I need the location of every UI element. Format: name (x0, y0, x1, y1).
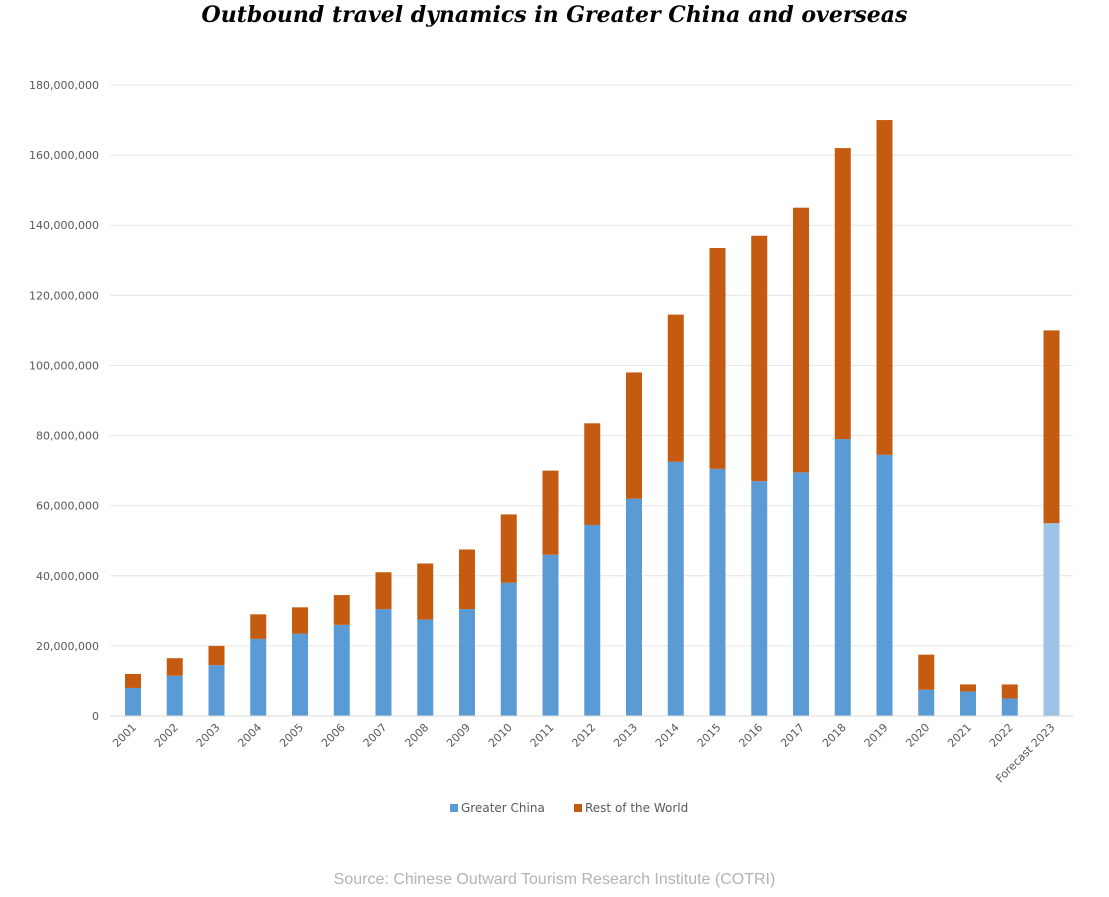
y-tick-label: 0 (92, 710, 99, 723)
bar-rest-of-the-world (166, 658, 183, 676)
y-tick-label: 180,000,000 (29, 79, 99, 92)
x-tick-label: 2007 (361, 721, 390, 750)
bar-rest-of-the-world (918, 654, 935, 690)
bar-greater-china (250, 638, 267, 716)
y-tick-label: 20,000,000 (36, 640, 99, 653)
x-tick-label: 2016 (736, 721, 765, 750)
x-tick-label: 2013 (611, 721, 640, 750)
bar-rest-of-the-world (459, 549, 475, 610)
legend: Greater China Rest of the World (450, 801, 688, 815)
bar-rest-of-the-world (876, 120, 893, 455)
bar-greater-china (918, 689, 935, 716)
bar-greater-china (709, 468, 726, 716)
y-tick-label: 140,000,000 (29, 219, 99, 232)
bar-rest-of-the-world (417, 563, 434, 620)
x-tick-label: 2022 (987, 721, 1016, 750)
bar-greater-china (584, 524, 601, 716)
x-tick-label: 2005 (277, 721, 306, 750)
source-note: Source: Chinese Outward Tourism Research… (333, 871, 776, 888)
x-tick-label: 2010 (486, 721, 515, 750)
y-tick-label: 40,000,000 (36, 570, 99, 583)
x-tick-label: 2006 (319, 721, 348, 750)
y-axis-tick-labels: 0 20,000,000 40,000,000 60,000,000 80,000,00… (29, 79, 99, 723)
bar-rest-of-the-world (1001, 684, 1018, 699)
bar-rest-of-the-world (709, 248, 726, 469)
bar-greater-china (793, 472, 809, 716)
bar-greater-china (292, 633, 308, 716)
bar-greater-china (542, 554, 559, 716)
bar-rest-of-the-world (1043, 330, 1060, 524)
y-tick-label: 60,000,000 (36, 500, 99, 513)
y-tick-label: 100,000,000 (29, 359, 99, 372)
x-axis-tick-labels: 2001 2002 2003 2004 2005 2006 2007 2008 2009 2010… (110, 721, 1057, 785)
bar-greater-china (626, 498, 642, 716)
bar-greater-china (500, 582, 517, 716)
chart-title: Outbound travel dynamics in Greater Chin… (201, 2, 908, 28)
x-tick-label: 2020 (903, 721, 932, 750)
y-tick-label: 80,000,000 (36, 430, 99, 443)
x-tick-label: 2019 (862, 721, 891, 750)
bar-greater-china (1043, 523, 1060, 716)
x-tick-label: 2009 (444, 721, 473, 750)
bar-greater-china (208, 665, 225, 716)
x-tick-label: 2014 (653, 721, 682, 750)
x-tick-label: 2004 (235, 721, 264, 750)
bar-greater-china (459, 609, 475, 716)
bar-rest-of-the-world (834, 148, 851, 440)
bar-rest-of-the-world (626, 372, 642, 499)
bar-greater-china (166, 675, 183, 716)
legend-label-greater-china: Greater China (461, 801, 545, 815)
bar-rest-of-the-world (542, 470, 559, 555)
bar-rest-of-the-world (292, 607, 308, 634)
bar-rest-of-the-world (125, 673, 141, 688)
x-tick-label: 2011 (528, 721, 557, 750)
bar-greater-china (125, 687, 141, 716)
bar-rest-of-the-world (500, 514, 517, 583)
bar-rest-of-the-world (208, 645, 225, 666)
x-tick-label: 2018 (820, 721, 849, 750)
x-tick-label: 2008 (402, 721, 431, 750)
x-tick-label: 2021 (945, 721, 974, 750)
bar-greater-china (834, 439, 851, 716)
x-tick-label: 2001 (110, 721, 139, 750)
x-tick-label: 2017 (778, 721, 807, 750)
x-tick-label: 2015 (695, 721, 724, 750)
bar-greater-china (876, 454, 893, 716)
bar-greater-china (375, 609, 392, 716)
bar-rest-of-the-world (250, 614, 267, 639)
bar-greater-china (1001, 698, 1018, 716)
bars (125, 120, 1060, 716)
bar-greater-china (417, 619, 434, 716)
bar-rest-of-the-world (793, 207, 809, 473)
legend-swatch-greater-china (450, 804, 458, 812)
legend-swatch-rest-of-the-world (574, 804, 582, 812)
x-tick-label: 2003 (194, 721, 223, 750)
bar-greater-china (960, 691, 976, 716)
bar-rest-of-the-world (375, 572, 392, 610)
bar-rest-of-the-world (960, 684, 976, 692)
bar-rest-of-the-world (751, 235, 768, 482)
bar-rest-of-the-world (333, 595, 350, 625)
x-tick-label: 2012 (569, 721, 598, 750)
bar-greater-china (667, 461, 684, 716)
bar-rest-of-the-world (584, 423, 601, 525)
bar-greater-china (751, 481, 768, 716)
legend-label-rest-of-the-world: Rest of the World (585, 801, 688, 815)
x-tick-label: 2002 (152, 721, 181, 750)
y-tick-label: 160,000,000 (29, 149, 99, 162)
y-tick-label: 120,000,000 (29, 289, 99, 302)
bar-rest-of-the-world (667, 314, 684, 462)
bar-greater-china (333, 624, 350, 716)
